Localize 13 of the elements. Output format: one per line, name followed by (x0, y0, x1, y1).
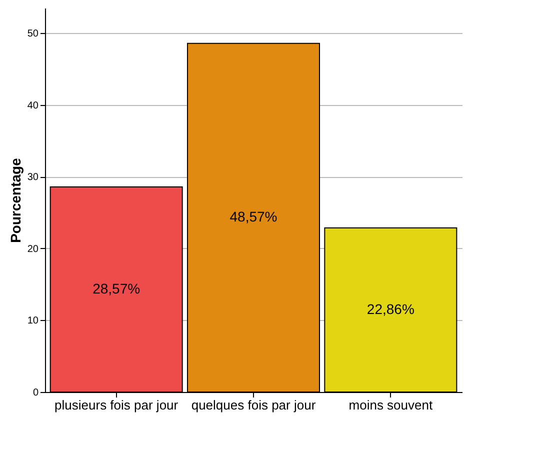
x-tick-label: quelques fois par jour (191, 398, 316, 412)
y-tick-label: 50 (27, 28, 39, 40)
x-tick-label: moins souvent (348, 398, 433, 412)
data-label: 28,57% (92, 280, 140, 296)
data-label: 22,86% (366, 300, 414, 317)
y-tick-label: 10 (27, 316, 39, 327)
y-tick-label: 40 (27, 100, 39, 112)
x-tick-label: plusieurs fois par jour (54, 398, 179, 412)
y-tick-label: 20 (27, 244, 39, 255)
y-tick-label: 0 (32, 388, 39, 398)
data-label: 48,57% (230, 208, 278, 225)
y-tick-label: 30 (27, 172, 39, 184)
y-axis-title: Pourcentage (7, 158, 24, 243)
